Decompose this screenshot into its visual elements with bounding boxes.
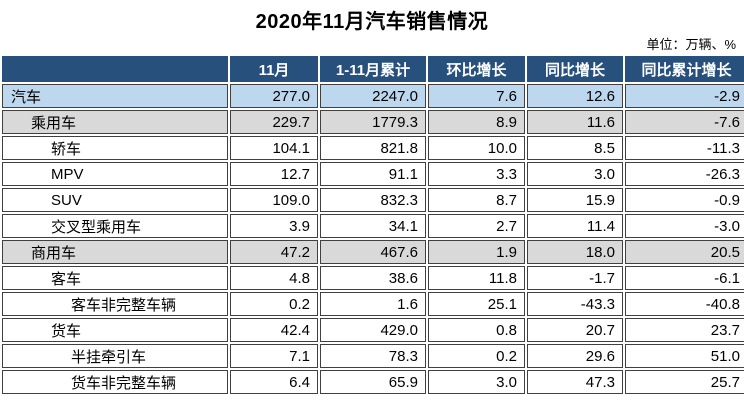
cell-value: 3.0 [527,162,623,186]
cell-value: 0.8 [428,318,525,342]
cell-value: 6.4 [230,370,318,394]
table-row: 交叉型乘用车 3.9 34.1 2.7 11.4 -3.0 [2,214,744,238]
cell-value: 1.9 [428,240,525,264]
cell-value: 47.3 [527,370,623,394]
cell-value: 104.1 [230,136,318,160]
cell-value: 25.7 [625,370,744,394]
table-row: 半挂牵引车 7.1 78.3 0.2 29.6 51.0 [2,344,744,368]
cell-value: -1.7 [527,266,623,290]
row-label: 客车 [2,266,228,290]
table-row: 乘用车 229.7 1779.3 8.9 11.6 -7.6 [2,110,744,134]
cell-value: 47.2 [230,240,318,264]
table-body: 汽车 277.0 2247.0 7.6 12.6 -2.9 乘用车 229.7 1779.3 8.… [2,84,744,394]
cell-value: -3.0 [625,214,744,238]
cell-value: 34.1 [320,214,426,238]
row-label: 乘用车 [2,110,228,134]
cell-value: -26.3 [625,162,744,186]
cell-value: 91.1 [320,162,426,186]
cell-value: 23.7 [625,318,744,342]
page-title: 2020年11月汽车销售情况 [255,11,489,33]
cell-value: 3.3 [428,162,525,186]
cell-value: 4.8 [230,266,318,290]
cell-value: 42.4 [230,318,318,342]
header-cell-month: 11月 [230,56,318,82]
cell-value: -43.3 [527,292,623,316]
cell-value: 51.0 [625,344,744,368]
cell-value: 277.0 [230,84,318,108]
row-label: 交叉型乘用车 [2,214,228,238]
header-cell-mom-growth: 环比增长 [428,56,525,82]
cell-value: 38.6 [320,266,426,290]
cell-value: -11.3 [625,136,744,160]
cell-value: 20.7 [527,318,623,342]
cell-value: 78.3 [320,344,426,368]
cell-value: 65.9 [320,370,426,394]
cell-value: -2.9 [625,84,744,108]
row-label: 半挂牵引车 [2,344,228,368]
cell-value: 11.8 [428,266,525,290]
cell-value: 8.9 [428,110,525,134]
table-row: MPV 12.7 91.1 3.3 3.0 -26.3 [2,162,744,186]
table-row: 客车 4.8 38.6 11.8 -1.7 -6.1 [2,266,744,290]
cell-value: 18.0 [527,240,623,264]
row-label: 轿车 [2,136,228,160]
cell-value: 1779.3 [320,110,426,134]
cell-value: 109.0 [230,188,318,212]
cell-value: 2.7 [428,214,525,238]
cell-value: 25.1 [428,292,525,316]
cell-value: -0.9 [625,188,744,212]
table-row: SUV 109.0 832.3 8.7 15.9 -0.9 [2,188,744,212]
cell-value: 10.0 [428,136,525,160]
cell-value: 12.7 [230,162,318,186]
cell-value: 8.7 [428,188,525,212]
header-cell-category [2,56,228,82]
table-row: 客车非完整车辆 0.2 1.6 25.1 -43.3 -40.8 [2,292,744,316]
cell-value: 12.6 [527,84,623,108]
header-cell-cumulative: 1-11月累计 [320,56,426,82]
cell-value: 229.7 [230,110,318,134]
cell-value: 2247.0 [320,84,426,108]
row-label: MPV [2,162,228,186]
cell-value: 11.6 [527,110,623,134]
cell-value: 1.6 [320,292,426,316]
cell-value: 429.0 [320,318,426,342]
cell-value: 7.1 [230,344,318,368]
cell-value: 15.9 [527,188,623,212]
cell-value: 7.6 [428,84,525,108]
table-row: 货车 42.4 429.0 0.8 20.7 23.7 [2,318,744,342]
row-label: 客车非完整车辆 [2,292,228,316]
cell-value: 467.6 [320,240,426,264]
row-label: 汽车 [2,84,228,108]
cell-value: 3.0 [428,370,525,394]
cell-value: -40.8 [625,292,744,316]
cell-value: 11.4 [527,214,623,238]
cell-value: 821.8 [320,136,426,160]
table-row: 货车非完整车辆 6.4 65.9 3.0 47.3 25.7 [2,370,744,394]
unit-note: 单位：万辆、% [646,37,736,52]
cell-value: 29.6 [527,344,623,368]
cell-value: 0.2 [428,344,525,368]
cell-value: -7.6 [625,110,744,134]
row-label: 货车 [2,318,228,342]
row-label: 商用车 [2,240,228,264]
header-cell-yoy-cumulative-growth: 同比累计增长 [625,56,744,82]
table-row: 商用车 47.2 467.6 1.9 18.0 20.5 [2,240,744,264]
vehicle-sales-table: 11月 1-11月累计 环比增长 同比增长 同比累计增长 汽车 277.0 2247… [0,54,744,396]
cell-value: 832.3 [320,188,426,212]
row-label: SUV [2,188,228,212]
cell-value: 8.5 [527,136,623,160]
cell-value: 0.2 [230,292,318,316]
cell-value: 20.5 [625,240,744,264]
header-cell-yoy-growth: 同比增长 [527,56,623,82]
table-row: 轿车 104.1 821.8 10.0 8.5 -11.3 [2,136,744,160]
cell-value: 3.9 [230,214,318,238]
row-label: 货车非完整车辆 [2,370,228,394]
header-row: 11月 1-11月累计 环比增长 同比增长 同比累计增长 [2,56,744,82]
table-row: 汽车 277.0 2247.0 7.6 12.6 -2.9 [2,84,744,108]
cell-value: -6.1 [625,266,744,290]
